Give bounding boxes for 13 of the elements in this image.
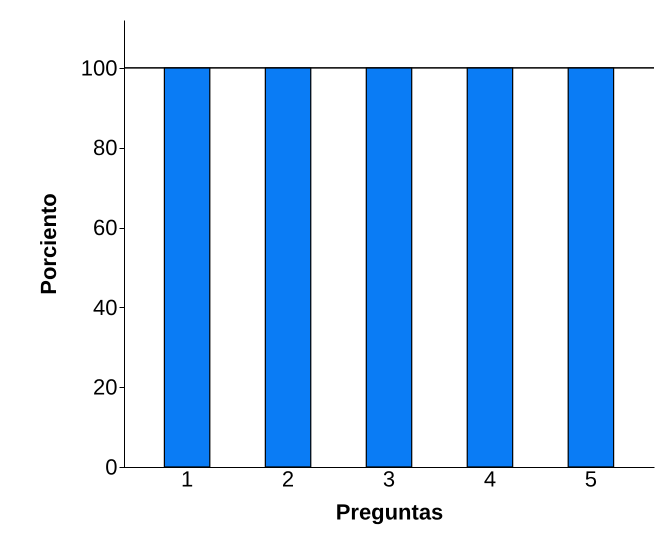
x-tick-label: 4	[484, 466, 496, 492]
y-tick-label: 20	[93, 374, 118, 400]
x-tick-label: 3	[382, 466, 396, 492]
x-tick-label: 1	[180, 466, 194, 492]
y-tick-label: 40	[93, 294, 118, 320]
x-axis-title: Preguntas	[336, 500, 444, 524]
y-axis-title: Porciento	[36, 193, 61, 295]
y-tick-label: 60	[93, 215, 118, 240]
y-tick-label: 0	[105, 454, 118, 480]
x-tick-label: 2	[282, 466, 294, 492]
y-tick-label: 100	[80, 55, 118, 80]
x-tick-label: 5	[584, 466, 598, 492]
y-tick-label: 80	[93, 135, 118, 160]
